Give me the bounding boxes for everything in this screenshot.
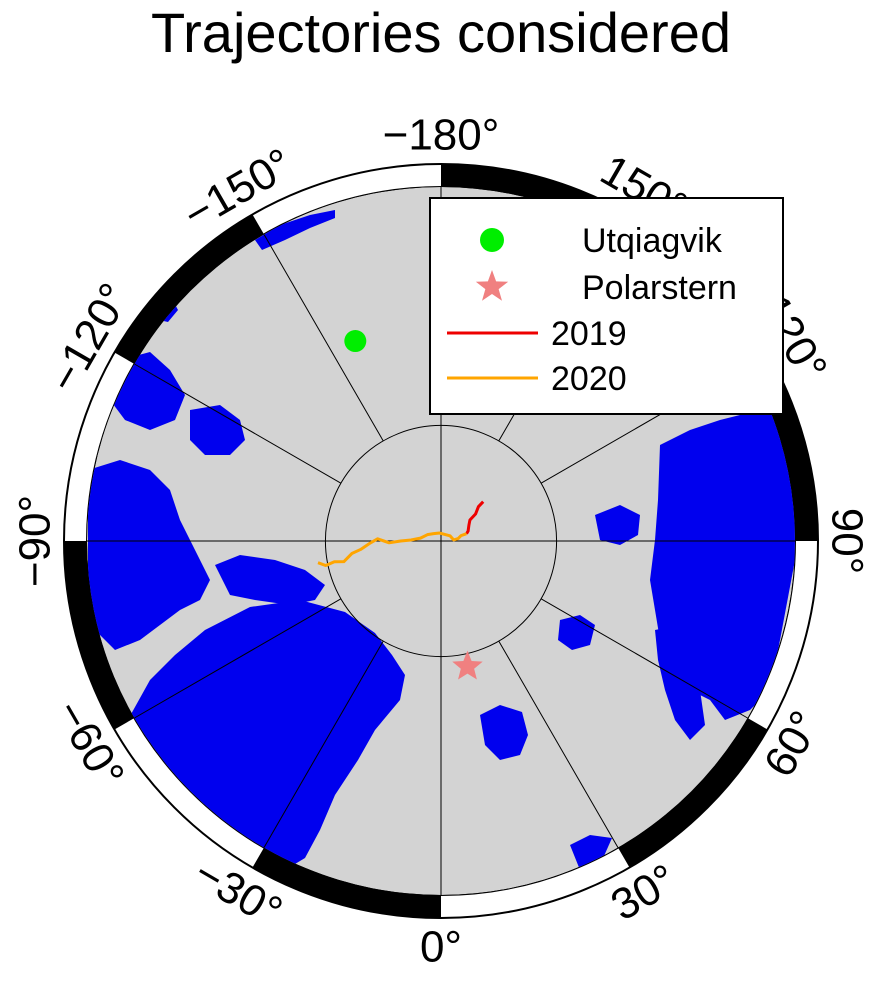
land-novaya-zemlya	[655, 625, 705, 740]
legend: Utqiagvik Polarstern 2019 2020	[429, 197, 784, 415]
legend-2019-label: 2019	[551, 315, 627, 353]
marker-polarstern	[452, 650, 483, 680]
meridian-line	[540, 598, 748, 719]
legend-polarstern: Polarstern	[475, 269, 737, 307]
meridian-line	[134, 363, 342, 484]
lon-label: −90°	[11, 495, 60, 587]
meridian-line	[263, 234, 384, 442]
trajectories	[317, 500, 485, 568]
lon-label: −180°	[383, 111, 500, 160]
land-banks-island	[190, 405, 245, 455]
land-alaska-coast	[255, 210, 335, 250]
meridian-line	[263, 640, 384, 848]
land-svalbard	[480, 705, 528, 760]
lon-label: 0°	[420, 923, 462, 972]
legend-polarstern-swatch	[475, 270, 509, 301]
frame-segment	[618, 718, 768, 868]
legend-2020: 2020	[447, 360, 627, 398]
track-2019	[465, 500, 485, 535]
marker-utqiagvik	[344, 330, 367, 353]
legend-utqiagvik-swatch	[480, 228, 504, 252]
legend-2019: 2019	[447, 315, 627, 353]
land-severnaya-zemlya	[595, 505, 640, 545]
map-title: Trajectories considered	[151, 1, 731, 64]
frame-segment	[114, 214, 264, 364]
land-canada-archipelago	[88, 460, 210, 650]
land-ellesmere	[215, 555, 325, 605]
track-2020	[317, 531, 467, 568]
meridian-line	[498, 640, 619, 848]
lon-label: 90°	[823, 508, 872, 575]
legend-utqiagvik: Utqiagvik	[480, 222, 723, 260]
legend-polarstern-label: Polarstern	[582, 269, 737, 307]
land-franz-josef	[558, 615, 595, 650]
legend-utqiagvik-label: Utqiagvik	[582, 222, 723, 260]
meridian-line	[134, 598, 342, 719]
land-victoria-island	[110, 475, 140, 505]
latitude-circle	[324, 424, 558, 658]
legend-2020-label: 2020	[551, 360, 627, 398]
markers	[344, 330, 483, 680]
